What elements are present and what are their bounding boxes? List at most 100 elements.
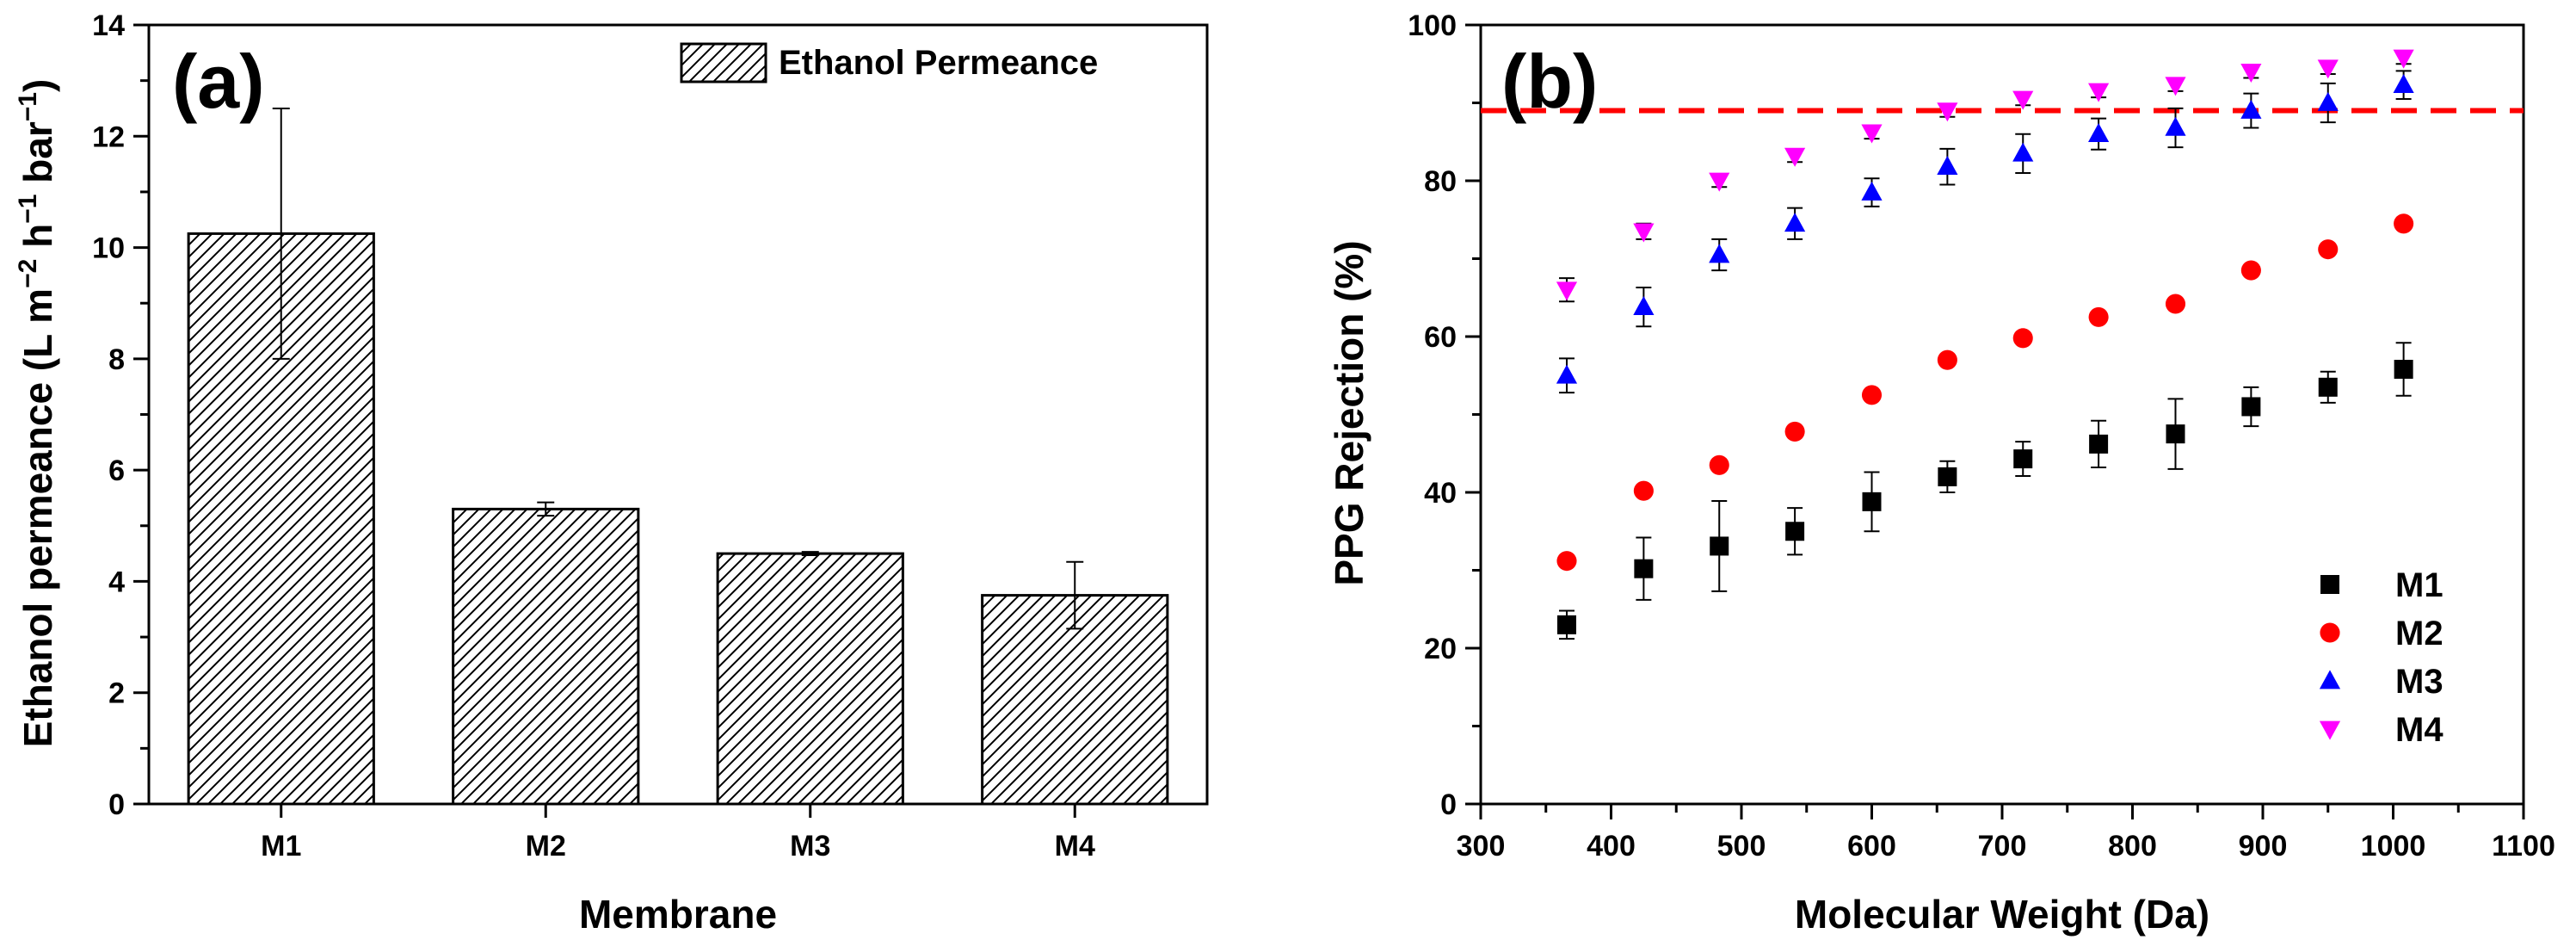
panel-b-y-tick-label: 20 xyxy=(1424,633,1457,665)
point-m4 xyxy=(2317,59,2339,79)
point-m3 xyxy=(1709,244,1730,263)
panel-a-y-tick-label: 4 xyxy=(108,566,125,598)
point-m3 xyxy=(2165,116,2186,136)
panel-a-y-tick-label: 8 xyxy=(108,343,125,376)
panel-a-x-tick-label: M2 xyxy=(526,830,566,863)
panel-b-x-tick-label: 1100 xyxy=(2492,830,2555,863)
panel-b-x-ticks: 300 400 500 600 700 800 900 1000 1100 xyxy=(1457,804,2555,863)
panel-b-x-tick-label: 400 xyxy=(1587,830,1636,863)
point-m4 xyxy=(1937,102,1958,122)
point-m4 xyxy=(1556,281,1578,301)
panel-b-legend: M1 M2 M3 M4 xyxy=(2319,566,2444,749)
point-m1 xyxy=(1785,522,1805,541)
y-title-suffix: ) xyxy=(15,79,60,92)
point-m1 xyxy=(2089,434,2109,454)
panel-a-label: (a) xyxy=(172,39,265,124)
y-title-sup2: −1 xyxy=(14,195,42,224)
legend-marker-m2 xyxy=(2320,622,2340,643)
point-m2 xyxy=(1709,454,1729,475)
point-m3 xyxy=(1861,181,1883,201)
panel-a-y-tick-label: 2 xyxy=(108,677,125,710)
panel-a-y-tick-label: 14 xyxy=(92,9,125,42)
point-m3 xyxy=(1556,364,1578,384)
point-m3 xyxy=(2088,123,2110,143)
legend-marker-m4 xyxy=(2319,720,2341,740)
bar-m4 xyxy=(981,594,1169,806)
point-m2 xyxy=(2012,328,2033,349)
point-m2 xyxy=(2088,306,2109,327)
panel-b-points xyxy=(1556,49,2414,634)
point-m3 xyxy=(2317,91,2339,111)
panel-b-x-tick-label: 900 xyxy=(2239,830,2288,863)
point-m2 xyxy=(2165,294,2186,314)
point-m4 xyxy=(1784,147,1806,167)
point-m3 xyxy=(1784,213,1806,232)
panel-b-scatter-chart: 0 20 40 60 80 100 300 400 500 600 700 800 900 1000 11… xyxy=(1327,9,2555,937)
legend-marker-m1 xyxy=(2320,575,2339,594)
point-m2 xyxy=(1784,421,1805,442)
point-m4 xyxy=(2088,83,2110,102)
point-m4 xyxy=(2240,63,2262,83)
point-m1 xyxy=(1634,559,1654,578)
point-m1 xyxy=(2394,360,2413,380)
point-m2 xyxy=(1937,349,1957,370)
point-m2 xyxy=(2318,239,2339,260)
panel-b-x-tick-label: 700 xyxy=(1978,830,2027,863)
panel-b-y-axis-title: PPG Rejection (%) xyxy=(1327,240,1371,585)
panel-a-x-tick-label: M1 xyxy=(261,830,301,863)
point-m3 xyxy=(2012,142,2034,162)
panel-a-legend: Ethanol Permeance xyxy=(680,42,1098,83)
panel-b-x-tick-label: 600 xyxy=(1847,830,1896,863)
panel-a-x-axis-title: Membrane xyxy=(579,892,777,937)
panel-a-error-bars xyxy=(272,107,1084,630)
point-m1 xyxy=(1710,536,1729,556)
y-title-mid1: h xyxy=(15,224,60,259)
panel-a-x-tick-label: M4 xyxy=(1055,830,1095,863)
panel-a-bars xyxy=(187,232,1169,806)
panel-b-x-tick-label: 500 xyxy=(1717,830,1766,863)
point-m1 xyxy=(2318,377,2338,397)
panel-a-x-tick-label: M3 xyxy=(790,830,830,863)
panel-b-x-tick-label: 300 xyxy=(1457,830,1506,863)
panel-a-y-tick-label: 6 xyxy=(108,454,125,487)
y-title-mid2: bar xyxy=(15,121,60,194)
legend-label-m1: M1 xyxy=(2395,566,2444,604)
point-m2 xyxy=(1633,480,1654,501)
legend-label-m3: M3 xyxy=(2395,663,2444,701)
panel-a-y-tick-label: 0 xyxy=(108,788,125,821)
point-m1 xyxy=(2013,449,2033,469)
panel-b-x-axis-title: Molecular Weight (Da) xyxy=(1795,892,2209,937)
point-m4 xyxy=(2165,77,2186,96)
legend-label-m4: M4 xyxy=(2395,711,2444,749)
panel-a-x-ticks: M1 M2 M3 M4 xyxy=(261,804,1095,863)
panel-b-y-tick-label: 0 xyxy=(1440,788,1457,821)
point-m3 xyxy=(2240,99,2262,119)
bar-m2 xyxy=(452,507,640,806)
point-m3 xyxy=(2393,74,2414,94)
point-m2 xyxy=(1861,385,1883,405)
point-m4 xyxy=(2012,90,2034,110)
point-m1 xyxy=(1556,615,1576,634)
panel-b-y-tick-label: 100 xyxy=(1408,9,1457,42)
panel-b-error-bars xyxy=(1558,50,2412,640)
point-m2 xyxy=(2240,260,2261,281)
panel-b-y-tick-label: 40 xyxy=(1424,477,1457,510)
panel-b-label: (b) xyxy=(1501,39,1598,124)
point-m3 xyxy=(1937,156,1958,176)
legend-label-m2: M2 xyxy=(2395,615,2444,652)
point-m3 xyxy=(1633,295,1655,315)
panel-b-y-ticks: 0 20 40 60 80 100 xyxy=(1408,9,1481,821)
panel-a-bar-chart: 0 2 4 6 8 10 12 14 M1 M2 M3 M4 (a) Ethanol Permean… xyxy=(14,9,1209,937)
point-m1 xyxy=(2241,397,2261,417)
point-m4 xyxy=(1861,124,1883,144)
panel-a-y-tick-label: 12 xyxy=(92,121,125,153)
panel-b-y-tick-label: 80 xyxy=(1424,165,1457,198)
point-m1 xyxy=(1862,492,1882,511)
legend-marker-m3 xyxy=(2319,670,2341,689)
y-title-sup1: −2 xyxy=(14,259,42,288)
bar-m3 xyxy=(716,552,904,806)
point-m1 xyxy=(1938,467,1957,486)
legend-label-ethanol-permeance: Ethanol Permeance xyxy=(779,44,1098,82)
point-m1 xyxy=(2166,424,2185,444)
